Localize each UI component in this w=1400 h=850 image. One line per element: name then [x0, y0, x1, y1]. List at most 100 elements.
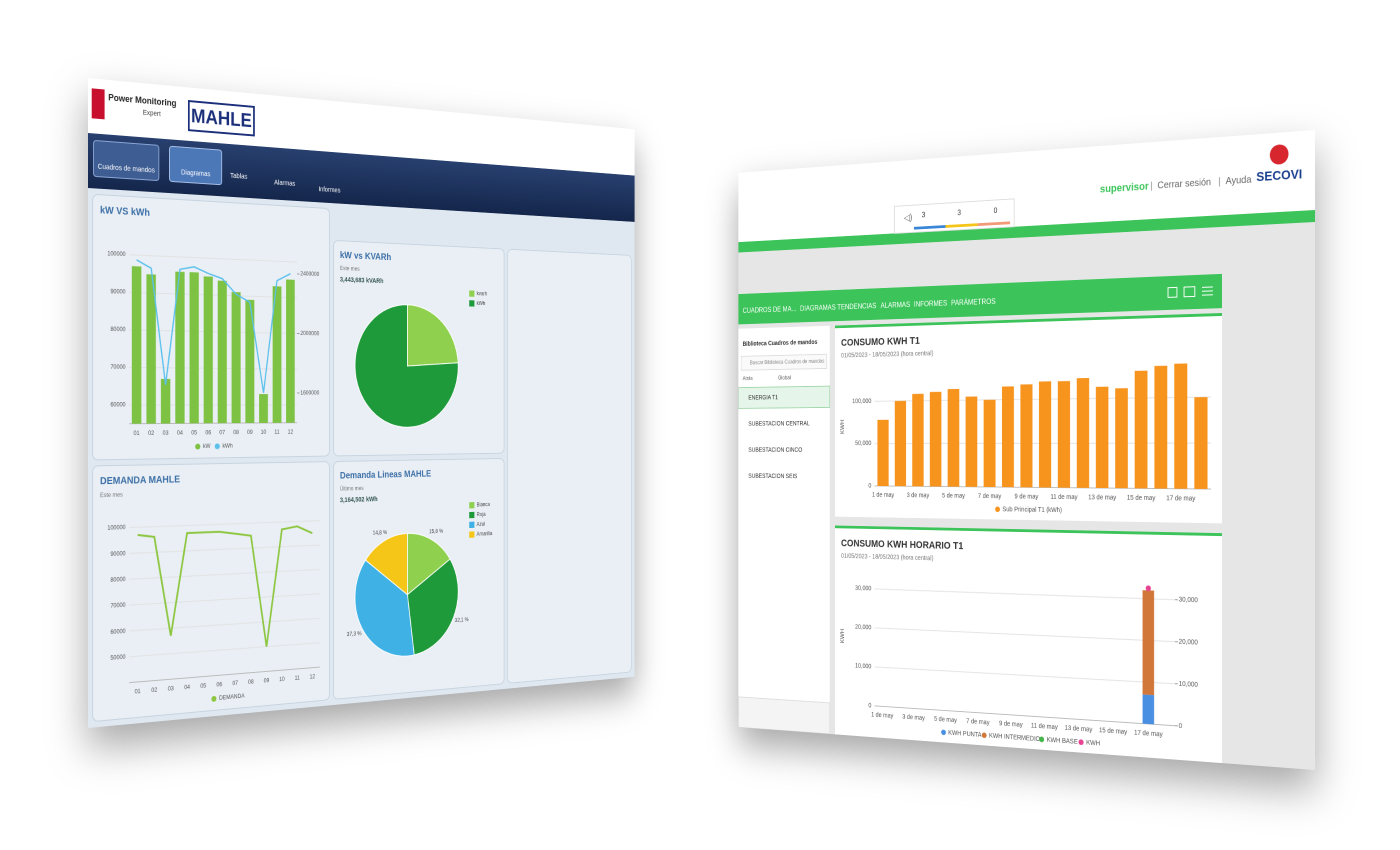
bar — [1194, 397, 1208, 490]
legend-swatch — [469, 290, 475, 297]
x-tick-label: 10 — [279, 677, 285, 683]
user-name[interactable]: supervisor — [1100, 181, 1149, 196]
legend-label: KWH BASE — [1047, 736, 1078, 746]
x-tick-label: 7 de may — [978, 493, 1002, 500]
nav-button[interactable] — [169, 146, 221, 185]
bar — [983, 399, 996, 488]
chart-title: CONSUMO KWH T1 — [841, 336, 920, 349]
x-tick-label: 1 de may — [872, 492, 895, 499]
nav-tab[interactable]: PARÁMETROS — [951, 297, 996, 308]
y-axis-label: KWH — [840, 419, 846, 434]
y-tick-label: 80000 — [110, 327, 125, 333]
legend-label: Blanca — [477, 502, 491, 508]
search-placeholder[interactable]: Buscar Biblioteca Cuadros de mandos — [750, 359, 825, 367]
library-item[interactable]: SUBESTACION CENTRAL — [748, 420, 810, 427]
nav-item[interactable]: Tablas — [230, 173, 248, 181]
nav-button[interactable] — [94, 140, 159, 180]
library-item[interactable]: SUBESTACION CINCO — [748, 447, 802, 454]
chart-subtitle: Último mes — [340, 485, 364, 492]
bar — [131, 266, 142, 424]
chart-total: 3,164,502 kWh — [340, 496, 378, 504]
y-tick-label: 60000 — [110, 629, 125, 636]
bar — [245, 299, 255, 424]
logo: SECOVI — [1256, 167, 1302, 184]
nav-item[interactable]: Cuadros de mandos — [98, 163, 156, 174]
x-tick-label: 9 de may — [1015, 493, 1040, 501]
library-item[interactable]: ENERGIA T1 — [748, 394, 778, 401]
legend-swatch — [469, 531, 475, 538]
x-tick-label: 02 — [148, 431, 154, 437]
legend-swatch — [469, 511, 475, 519]
nav-tab[interactable]: INFORMES — [914, 299, 947, 309]
bar — [189, 272, 199, 424]
y-tick-label: 100000 — [107, 251, 125, 258]
x-tick-label: 09 — [264, 678, 270, 684]
nav-tab[interactable]: TENDENCIAS — [837, 301, 876, 311]
x-tick-label: 01 — [135, 689, 141, 696]
x-tick-label: 13 de may — [1088, 494, 1117, 502]
x-tick-label: 3 de may — [907, 492, 930, 499]
y-tick-label: 90000 — [110, 289, 125, 296]
legend-label: kW — [203, 444, 211, 450]
legend-label: DEMANDA — [219, 694, 245, 702]
y-tick-label: 30,000 — [855, 585, 872, 593]
nav-tab[interactable]: DIAGRAMAS — [800, 303, 836, 313]
x-tick-label: 08 — [233, 430, 239, 436]
x-tick-label: 09 — [247, 430, 253, 436]
bar — [203, 276, 213, 424]
panel — [334, 458, 505, 699]
nav-item[interactable]: Diagramas — [181, 169, 211, 178]
y2-tick-label: 1600000 — [300, 391, 319, 397]
bar — [259, 394, 268, 423]
bar — [1001, 386, 1014, 488]
y-tick-label: 60000 — [110, 402, 125, 408]
right-dashboard: ◁) 3 3 0 supervisor | Cerrar sesión | Ay… — [738, 130, 1315, 770]
chart-title: CONSUMO KWH HORARIO T1 — [841, 538, 964, 552]
alarm-count: 3 — [922, 210, 926, 219]
x-tick-label: 08 — [248, 680, 254, 686]
x-tick-label: 04 — [177, 431, 184, 437]
x-tick-label: 15 de may — [1099, 727, 1128, 736]
chart-title: kW vs KVARh — [340, 250, 391, 263]
chart-card — [834, 525, 1222, 764]
header — [88, 78, 635, 176]
header — [738, 130, 1315, 243]
nav-tab[interactable]: ALARMAS — [881, 300, 911, 310]
x-tick-label: 12 — [288, 430, 293, 436]
library-item[interactable]: SUBESTACION SEIS — [748, 473, 797, 480]
x-tick-label: 04 — [184, 685, 191, 692]
client-logo: MAHLE — [191, 106, 252, 132]
bar — [1076, 378, 1090, 488]
chart-title: DEMANDA MAHLE — [100, 474, 181, 487]
x-tick-label: 07 — [219, 430, 225, 436]
alarm-count: 3 — [957, 208, 961, 217]
bar — [1134, 370, 1148, 489]
panel — [93, 462, 330, 722]
y2-tick-label: 30,000 — [1179, 596, 1199, 604]
x-tick-label: 17 de may — [1166, 495, 1196, 503]
library-toolbar — [738, 697, 829, 734]
slice-label: 37,3 % — [347, 631, 362, 638]
link[interactable]: Ayuda — [1226, 174, 1253, 187]
nav-tab[interactable]: CUADROS DE MA... — [743, 304, 797, 315]
logo-mark — [1269, 143, 1289, 166]
library-title: Biblioteca Cuadros de mandos — [743, 339, 818, 348]
legend-label: kWh — [477, 301, 486, 307]
nav-item[interactable]: Informes — [319, 186, 341, 194]
bar — [912, 393, 924, 487]
pie-slice — [355, 303, 458, 428]
bar — [965, 396, 978, 487]
legend-label: KWH — [1086, 739, 1100, 747]
pie-slice — [355, 558, 414, 660]
x-tick-label: 15 de may — [1127, 494, 1156, 502]
legend-label: kWh — [222, 444, 232, 450]
link[interactable]: Cerrar sesión — [1157, 177, 1211, 191]
y-tick-label: 90000 — [110, 551, 125, 558]
back-link[interactable]: Atrás — [743, 376, 753, 382]
bar-segment — [1142, 590, 1155, 696]
bar — [929, 391, 942, 487]
nav-item[interactable]: Alarmas — [274, 179, 296, 187]
x-tick-label: 03 — [168, 686, 174, 693]
y2-tick-label: 2400000 — [300, 272, 319, 279]
y2-tick-label: 10,000 — [1179, 680, 1199, 689]
